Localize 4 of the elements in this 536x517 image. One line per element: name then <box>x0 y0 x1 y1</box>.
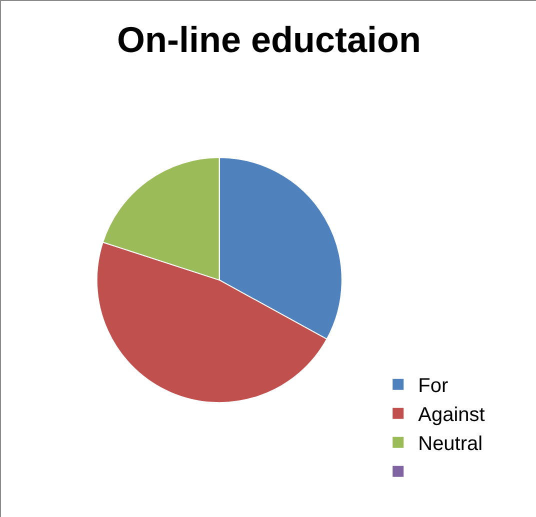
chart-title: On-line eductaion <box>116 19 422 60</box>
legend-label: Against <box>418 404 486 426</box>
legend-label: Neutral <box>418 433 483 456</box>
legend-label: For <box>418 375 448 398</box>
